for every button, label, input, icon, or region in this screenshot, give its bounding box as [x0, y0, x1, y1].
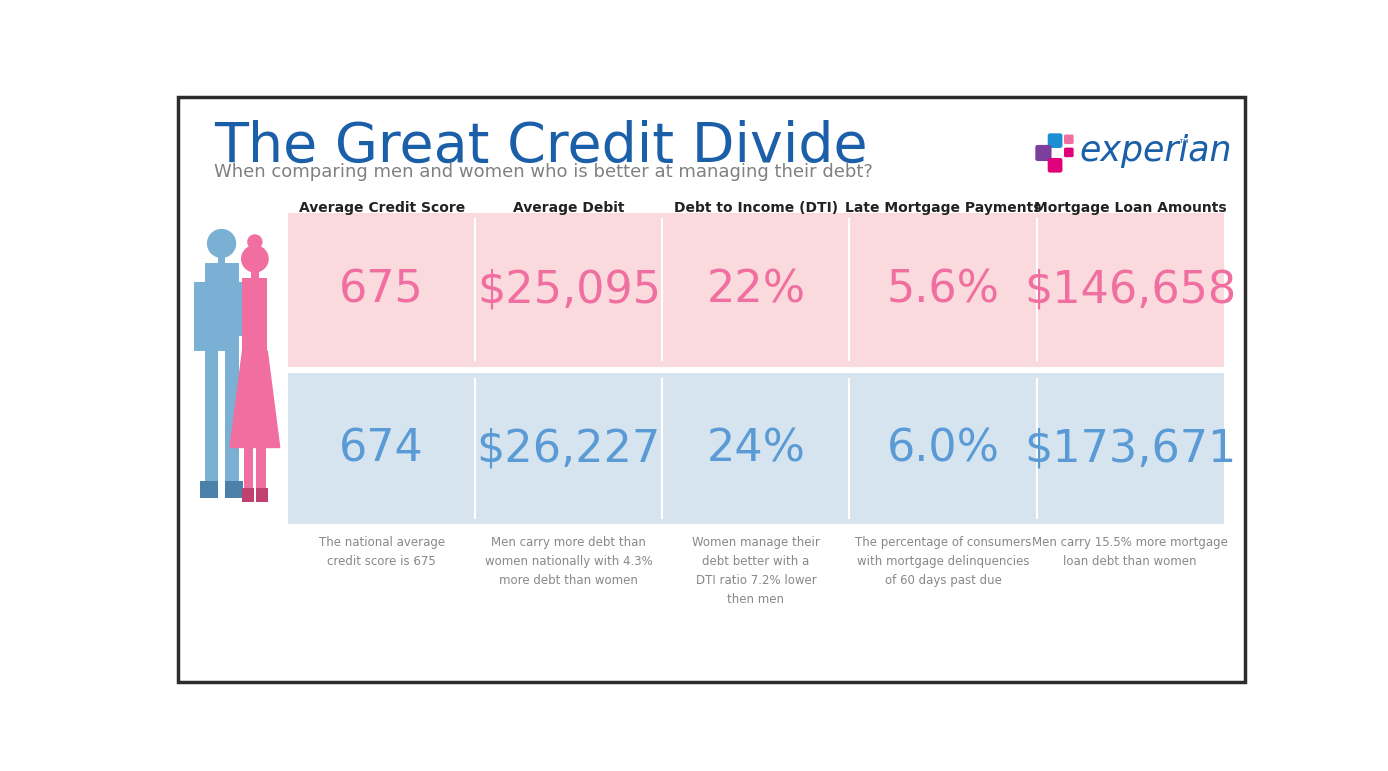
Circle shape	[208, 230, 236, 258]
FancyBboxPatch shape	[225, 480, 243, 497]
Text: experian: experian	[1080, 134, 1233, 168]
FancyBboxPatch shape	[204, 350, 218, 482]
FancyBboxPatch shape	[178, 97, 1245, 682]
Text: 6.0%: 6.0%	[887, 427, 999, 470]
FancyBboxPatch shape	[255, 488, 268, 502]
Text: When comparing men and women who is better at managing their debt?: When comparing men and women who is bett…	[214, 163, 873, 180]
Text: 5.6%: 5.6%	[887, 268, 999, 311]
Text: The Great Credit Divide: The Great Credit Divide	[214, 120, 868, 174]
Text: ™: ™	[1177, 139, 1190, 152]
Text: The percentage of consumers
with mortgage delinquencies
of 60 days past due: The percentage of consumers with mortgag…	[855, 536, 1031, 587]
Text: 22%: 22%	[706, 268, 805, 311]
Text: $25,095: $25,095	[477, 268, 661, 311]
FancyBboxPatch shape	[1048, 158, 1062, 173]
Text: Women manage their
debt better with a
DTI ratio 7.2% lower
then men: Women manage their debt better with a DT…	[693, 536, 820, 606]
FancyBboxPatch shape	[1065, 147, 1074, 157]
FancyBboxPatch shape	[289, 213, 1224, 367]
FancyBboxPatch shape	[289, 373, 1224, 524]
FancyBboxPatch shape	[194, 282, 204, 344]
Text: $173,671: $173,671	[1024, 427, 1237, 470]
Circle shape	[242, 246, 268, 272]
Text: 674: 674	[340, 427, 425, 470]
Text: 675: 675	[340, 268, 425, 311]
FancyBboxPatch shape	[239, 282, 250, 336]
FancyBboxPatch shape	[204, 263, 239, 352]
FancyBboxPatch shape	[225, 350, 239, 482]
FancyBboxPatch shape	[251, 264, 258, 280]
Polygon shape	[230, 352, 279, 447]
Text: Average Credit Score: Average Credit Score	[298, 201, 465, 215]
FancyBboxPatch shape	[194, 341, 239, 352]
Text: 24%: 24%	[706, 427, 805, 470]
Text: Men carry 15.5% more mortgage
loan debt than women: Men carry 15.5% more mortgage loan debt …	[1033, 536, 1228, 568]
FancyBboxPatch shape	[1065, 134, 1074, 144]
FancyBboxPatch shape	[243, 278, 268, 352]
Circle shape	[248, 235, 262, 249]
Text: Debt to Income (DTI): Debt to Income (DTI)	[673, 201, 838, 215]
FancyBboxPatch shape	[244, 446, 254, 490]
Text: $146,658: $146,658	[1024, 268, 1237, 311]
Text: The national average
credit score is 675: The national average credit score is 675	[319, 536, 444, 568]
Text: Mortgage Loan Amounts: Mortgage Loan Amounts	[1034, 201, 1227, 215]
FancyBboxPatch shape	[200, 480, 218, 497]
FancyBboxPatch shape	[1048, 133, 1062, 148]
Text: Late Mortgage Payments: Late Mortgage Payments	[845, 201, 1041, 215]
Text: Average Debit: Average Debit	[514, 201, 625, 215]
Text: Men carry more debt than
women nationally with 4.3%
more debt than women: Men carry more debt than women nationall…	[484, 536, 652, 587]
FancyBboxPatch shape	[257, 446, 265, 490]
FancyBboxPatch shape	[1035, 145, 1052, 161]
FancyBboxPatch shape	[242, 488, 254, 502]
Text: $26,227: $26,227	[476, 427, 661, 470]
FancyBboxPatch shape	[218, 250, 225, 267]
